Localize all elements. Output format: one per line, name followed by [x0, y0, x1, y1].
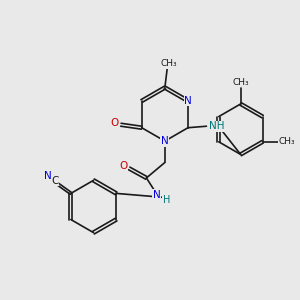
Text: CH₃: CH₃ [160, 59, 177, 68]
Text: CH₃: CH₃ [279, 137, 296, 146]
Text: CH₃: CH₃ [232, 78, 249, 87]
Text: O: O [120, 161, 128, 171]
Text: C: C [51, 176, 59, 186]
Text: H: H [163, 195, 170, 205]
Text: N: N [184, 96, 192, 106]
Text: NH: NH [209, 121, 224, 131]
Text: N: N [153, 190, 161, 200]
Text: N: N [161, 136, 169, 146]
Text: O: O [110, 118, 118, 128]
Text: N: N [44, 171, 52, 181]
